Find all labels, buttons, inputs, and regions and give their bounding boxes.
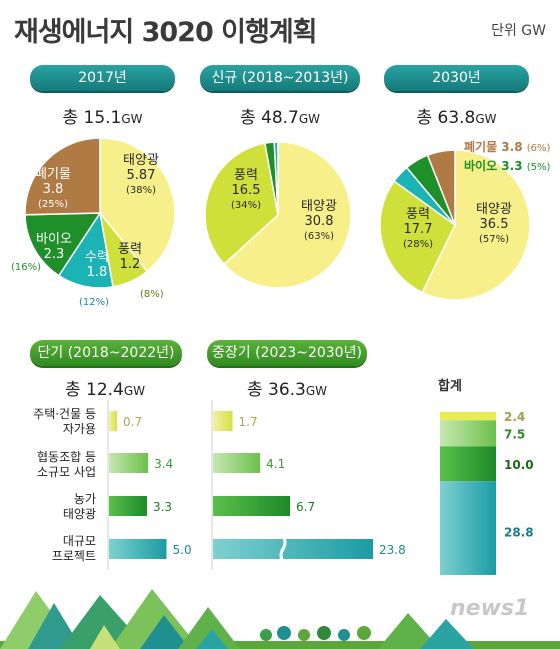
mid-bar-2 <box>213 496 291 516</box>
mid-term-header: 중장기 (2023~2030년) <box>207 340 367 366</box>
pie-slice-wind <box>379 180 456 294</box>
mid-value-1: 4.1 <box>266 457 285 471</box>
p1-wind-pct: (8%) <box>140 289 164 300</box>
pie-slice-solar <box>99 137 176 273</box>
total-sum-title: 합계 <box>438 379 462 394</box>
p3-wind-label: 풍력 17.7 (28%) <box>402 207 434 250</box>
pie-2030 <box>379 149 531 301</box>
category-home: 주택·건물 등 자가용 <box>33 407 96 436</box>
total-stack-0 <box>440 412 496 421</box>
mid-bar-3 <box>213 539 373 559</box>
pie-slice-waste <box>426 149 456 226</box>
short-bar-1 <box>109 453 149 473</box>
mid-value-0: 1.7 <box>239 415 258 429</box>
mid-total: 총 36.3GW <box>246 380 328 400</box>
short-value-1: 3.4 <box>154 457 173 471</box>
pie-slice-solar <box>222 141 352 289</box>
short-value-2: 3.3 <box>153 500 172 514</box>
p2-solar-label: 태양광 30.8 (63%) <box>301 199 337 242</box>
bar-charts: 0.7 3.4 3.3 5.0 1.7 4.1 6.7 23.8 2.4 7.5 10.0 28.8 <box>107 400 534 575</box>
pie-new <box>204 141 352 289</box>
mid-value-2: 6.7 <box>296 500 315 514</box>
category-farm: 농가 태양광 <box>62 492 96 521</box>
short-term-header: 단기 (2018~2022년) <box>30 340 182 366</box>
mid-bar-1 <box>213 453 261 473</box>
p3-solar-label: 태양광 36.5 (57%) <box>476 202 512 245</box>
mid-bar-0 <box>213 411 233 431</box>
pie2-total: 총 48.7GW <box>239 108 321 128</box>
pie-slice-solar <box>421 149 531 301</box>
category-large: 대규모 프로젝트 <box>51 534 96 563</box>
pie-slice-bio <box>24 212 102 277</box>
p1-waste-label: 폐기물 3.8 (25%) <box>35 167 71 210</box>
p1-bio-label: 바이오 2.3 <box>36 232 72 262</box>
short-bar-2 <box>109 496 147 516</box>
pie1-header: 2017년 <box>30 65 175 91</box>
p1-wind-label: 풍력 1.2 <box>118 242 142 272</box>
short-total: 총 12.4GW <box>64 380 146 400</box>
pie1-total: 총 15.1GW <box>62 108 143 128</box>
p1-bio-pct: (16%) <box>11 262 42 273</box>
page-title: 재생에너지 3020 이행계획 <box>14 17 318 48</box>
pie-slice-waste <box>24 137 101 216</box>
short-bar-0 <box>109 411 118 431</box>
short-value-0: 0.7 <box>123 415 142 429</box>
total-stack-2 <box>440 446 496 482</box>
p1-hydro-pct: (12%) <box>79 297 110 308</box>
total-stack-1 <box>440 420 496 447</box>
mid-value-3: 23.8 <box>379 543 406 557</box>
short-value-3: 5.0 <box>173 543 192 557</box>
total-stack-value-2: 10.0 <box>504 458 534 472</box>
unit-label: 단위 GW <box>491 23 546 39</box>
p2-wind-label: 풍력 16.5 (34%) <box>230 168 262 211</box>
short-bar-3 <box>109 539 167 559</box>
pie3-total: 총 63.8GW <box>416 108 497 128</box>
mountain-scenery <box>0 589 560 649</box>
pie-slice-wind <box>204 142 279 266</box>
pie3-header: 2030년 <box>384 65 529 91</box>
total-stack-value-3: 28.8 <box>504 525 534 539</box>
total-stack-3 <box>440 481 496 575</box>
p3-bio-label: 바이오 3.3 (5%) <box>464 159 551 173</box>
category-coop: 협동조합 등 소규모 사업 <box>36 450 96 479</box>
pie2-header: 신규 (2018~2013년) <box>200 65 360 91</box>
p1-hydro-label: 수력 1.8 <box>85 250 109 280</box>
pie-slice-hydro <box>273 141 279 216</box>
pie-2017 <box>24 137 176 289</box>
axis-break-mark <box>279 535 287 563</box>
p1-solar-label: 태양광 5.87 (38%) <box>123 153 159 196</box>
p3-waste-label: 폐기물 3.8 (6%) <box>464 140 551 154</box>
total-stack-value-0: 2.4 <box>504 410 525 424</box>
news1-logo: news1 <box>450 596 530 621</box>
pie-charts <box>24 137 531 301</box>
total-stack-value-1: 7.5 <box>504 427 525 441</box>
